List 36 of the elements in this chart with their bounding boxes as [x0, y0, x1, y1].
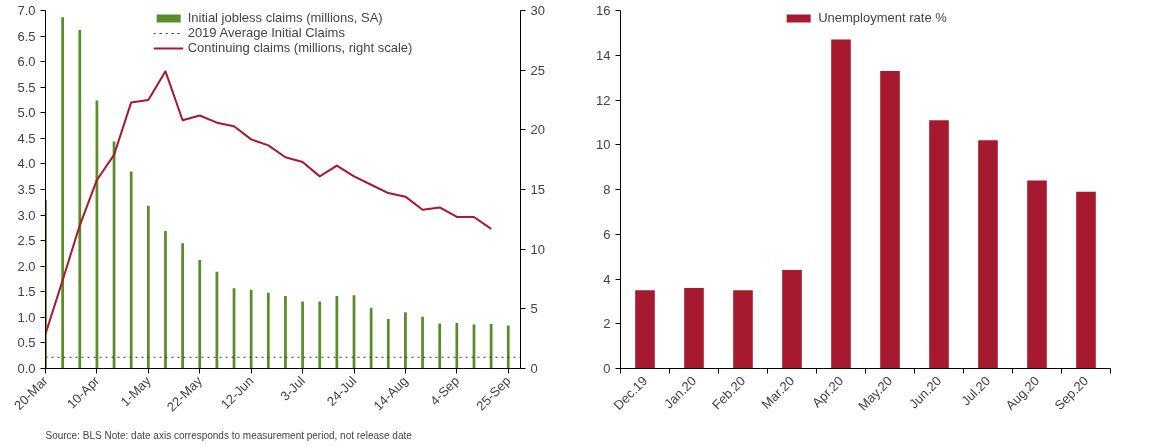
y2-tick-label: 10: [530, 241, 545, 257]
y-tick-label: 16: [596, 3, 611, 18]
y-tick-label: 3.0: [17, 207, 36, 223]
y2-tick-label: 5: [530, 301, 538, 317]
y-tick-label: 1.0: [17, 309, 36, 325]
y2-tick-label: 15: [530, 182, 545, 197]
y-tick-label: 12: [596, 92, 611, 108]
y2-tick-label: 0: [530, 361, 538, 376]
y-tick-label: 6.0: [17, 54, 36, 70]
y-tick-label: 5.5: [17, 79, 36, 95]
y-tick-label: 2.0: [17, 258, 36, 274]
y-tick-label: 0.5: [17, 335, 36, 351]
y-tick-label: 2: [603, 316, 611, 332]
y-tick-label: 0: [603, 361, 611, 376]
y-tick-label: 6.5: [17, 28, 36, 44]
legend-label: Initial jobless claims (millions, SA): [187, 10, 383, 25]
y-tick-label: 6: [603, 226, 611, 242]
y-tick-label: 1.5: [17, 284, 36, 300]
legend-label: 2019 Average Initial Claims: [187, 25, 345, 40]
y-tick-label: 10: [596, 137, 611, 153]
y-tick-label: 7.0: [17, 3, 36, 18]
y-tick-label: 4: [603, 271, 611, 287]
y-tick-label: 3.5: [17, 182, 36, 197]
y-tick-label: 8: [603, 182, 611, 197]
y-tick-label: 4.0: [17, 156, 36, 172]
legend-label: Continuing claims (millions, right scale): [187, 40, 413, 55]
source-note: Source: BLS Note: date axis corresponds to measurement period, not release date: [45, 429, 413, 441]
y-tick-label: 2.5: [17, 233, 36, 249]
y-tick-label: 5.0: [17, 105, 36, 121]
y-tick-label: 4.5: [17, 130, 36, 146]
y-tick-label: 0.0: [17, 361, 36, 376]
legend-label: Unemployment rate %: [818, 10, 947, 25]
y2-tick-label: 30: [530, 3, 545, 18]
y2-tick-label: 20: [530, 122, 545, 138]
y2-tick-label: 25: [530, 62, 545, 78]
y-tick-label: 14: [596, 47, 611, 63]
